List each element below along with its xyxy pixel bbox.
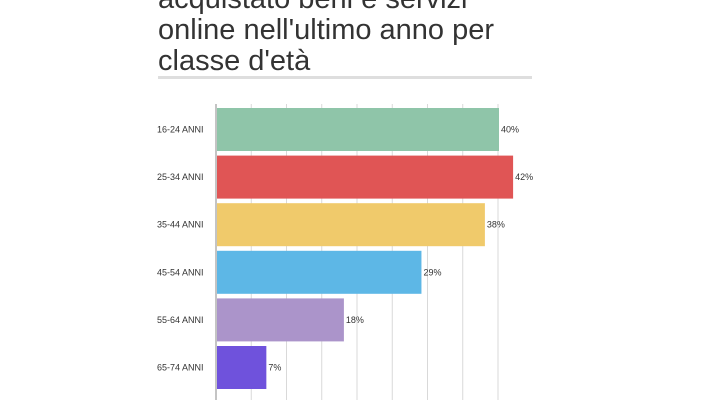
bar (217, 155, 514, 199)
bar (217, 203, 485, 247)
bar (217, 346, 267, 389)
data-label: 42% (515, 172, 533, 182)
category-label: 16-24 ANNI (157, 125, 204, 135)
title-divider (158, 76, 532, 79)
bar (217, 108, 499, 151)
category-label: 35-44 ANNI (157, 220, 204, 230)
category-label: 65-74 ANNI (157, 363, 204, 373)
category-label: 55-64 ANNI (157, 315, 204, 325)
bars (217, 108, 514, 389)
data-label: 38% (487, 220, 505, 230)
bar (217, 298, 344, 342)
data-label: 18% (346, 315, 364, 325)
data-label: 7% (268, 363, 281, 373)
category-label: 25-34 ANNI (157, 172, 204, 182)
category-label: 45-54 ANNI (157, 267, 204, 277)
data-label: 40% (501, 125, 519, 135)
chart-title: acquistato beni e servizi online nell'ul… (158, 0, 495, 77)
bar (217, 250, 422, 294)
data-label: 29% (423, 267, 441, 277)
